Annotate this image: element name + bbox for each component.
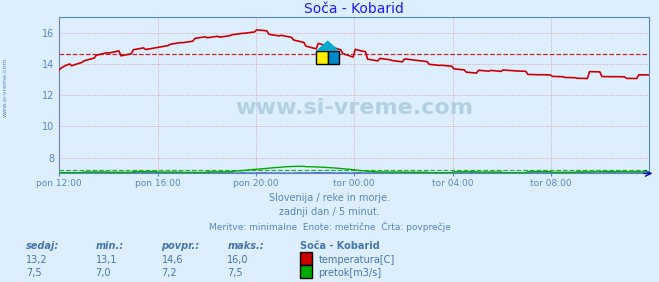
Text: temperatura[C]: temperatura[C] [318,255,395,265]
Text: 16,0: 16,0 [227,255,249,265]
Text: min.:: min.: [96,241,124,251]
Text: 14,6: 14,6 [161,255,183,265]
Text: 7,0: 7,0 [96,268,111,278]
Text: 13,1: 13,1 [96,255,117,265]
Text: 7,5: 7,5 [227,268,243,278]
FancyBboxPatch shape [328,51,339,64]
Text: sedaj:: sedaj: [26,241,59,251]
Text: Meritve: minimalne  Enote: metrične  Črta: povprečje: Meritve: minimalne Enote: metrične Črta:… [208,221,451,232]
Title: Soča - Kobarid: Soča - Kobarid [304,2,404,16]
Text: 13,2: 13,2 [26,255,48,265]
Text: Slovenija / reke in morje.: Slovenija / reke in morje. [269,193,390,203]
Text: zadnji dan / 5 minut.: zadnji dan / 5 minut. [279,207,380,217]
Text: www.si-vreme.com: www.si-vreme.com [3,58,8,117]
Text: www.si-vreme.com: www.si-vreme.com [235,98,473,118]
Polygon shape [316,40,339,51]
Text: Soča - Kobarid: Soča - Kobarid [300,241,380,251]
FancyBboxPatch shape [316,51,328,64]
Text: pretok[m3/s]: pretok[m3/s] [318,268,382,278]
Text: povpr.:: povpr.: [161,241,200,251]
Text: 7,5: 7,5 [26,268,42,278]
Text: 7,2: 7,2 [161,268,177,278]
Text: maks.:: maks.: [227,241,264,251]
